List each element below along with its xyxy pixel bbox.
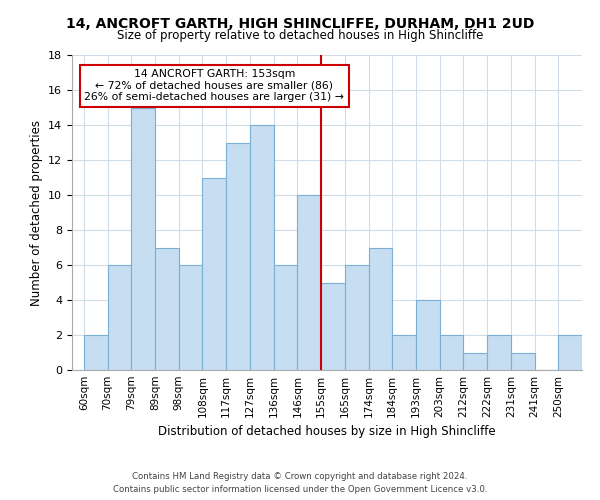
Bar	[368, 248, 392, 370]
Bar	[440, 335, 463, 370]
X-axis label: Distribution of detached houses by size in High Shincliffe: Distribution of detached houses by size …	[158, 426, 496, 438]
Bar	[298, 195, 321, 370]
Text: 14, ANCROFT GARTH, HIGH SHINCLIFFE, DURHAM, DH1 2UD: 14, ANCROFT GARTH, HIGH SHINCLIFFE, DURH…	[66, 18, 534, 32]
Text: 14 ANCROFT GARTH: 153sqm
← 72% of detached houses are smaller (86)
26% of semi-d: 14 ANCROFT GARTH: 153sqm ← 72% of detach…	[85, 69, 344, 102]
Bar	[226, 142, 250, 370]
Bar	[511, 352, 535, 370]
Bar	[416, 300, 440, 370]
Bar	[463, 352, 487, 370]
Text: Size of property relative to detached houses in High Shincliffe: Size of property relative to detached ho…	[117, 29, 483, 42]
Bar	[250, 125, 274, 370]
Y-axis label: Number of detached properties: Number of detached properties	[29, 120, 43, 306]
Bar	[345, 265, 368, 370]
Bar	[179, 265, 202, 370]
Bar	[107, 265, 131, 370]
Bar	[392, 335, 416, 370]
Text: Contains HM Land Registry data © Crown copyright and database right 2024.
Contai: Contains HM Land Registry data © Crown c…	[113, 472, 487, 494]
Bar	[487, 335, 511, 370]
Bar	[202, 178, 226, 370]
Bar	[131, 108, 155, 370]
Bar	[84, 335, 107, 370]
Bar	[155, 248, 179, 370]
Bar	[274, 265, 298, 370]
Bar	[558, 335, 582, 370]
Bar	[321, 282, 345, 370]
